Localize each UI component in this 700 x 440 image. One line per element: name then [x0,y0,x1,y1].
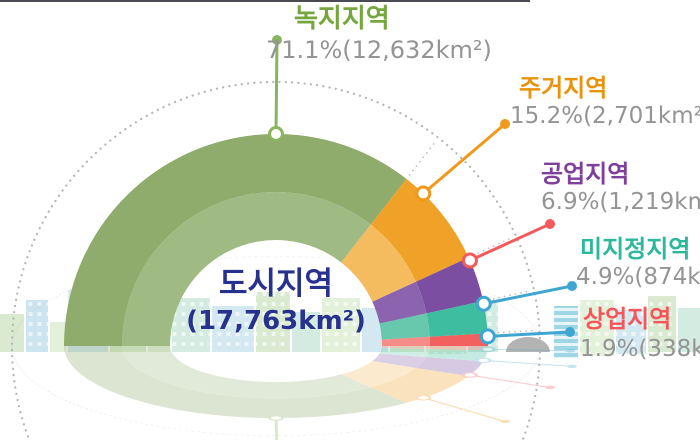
segment-outer-0 [64,134,407,346]
segment-inner-4 [381,346,431,350]
segment-inner-3 [379,348,430,358]
leader-anchor-circle-1 [415,185,432,202]
leader-end-dot-3 [567,281,577,291]
boundary-dotted-line-1 [472,376,514,384]
segment-inner-0 [122,346,371,399]
segment-inner-2 [372,353,427,368]
segment-inner-3 [379,313,430,340]
segment-inner-4 [381,336,431,346]
series-label-1: 주거지역 [519,74,608,102]
leader-anchor-circle-1 [415,395,432,401]
leader-line-4 [486,330,572,338]
leader-anchor-circle-3 [475,295,492,312]
leader-line-2 [468,374,552,388]
leader-end-dot-2 [545,385,555,390]
boundary-dotted-line-3 [491,329,538,334]
leader-anchor-circle-4 [479,328,496,345]
series-value-1: 15.2%(2,701km²) [510,103,700,129]
leader-line-4 [486,348,572,352]
boundary-dotted-line-3 [491,350,538,352]
series-value-3: 4.9%(874km²) [576,264,700,290]
dome-building [506,337,550,352]
leader-end-dot-1 [500,119,510,129]
leader-anchor-circle-2 [461,372,478,378]
center-total-value: (17,763km²) [186,306,366,336]
leader-end-dot-4 [565,349,575,353]
leader-anchor-circle-0 [268,126,284,142]
chart-main-group [10,35,577,440]
series-value-0: 71.1%(12,632km²) [266,36,492,64]
top-border-line [0,0,530,2]
segment-outer-2 [415,357,484,377]
leader-line-0 [274,38,279,136]
leader-anchor-circle-0 [268,415,284,421]
series-label-3: 미지정지역 [580,235,691,263]
segment-outer-4 [429,333,488,346]
center-title: 도시지역 [218,266,334,302]
segment-inner-1 [341,361,416,388]
leader-line-0 [274,417,279,440]
leader-line-2 [468,222,552,262]
series-value-4: 1.9%(338km²) [580,336,700,362]
segment-outer-1 [370,367,469,403]
dotted-guide-circle [10,80,542,440]
leader-line-1 [421,397,507,422]
leader-end-dot-1 [500,419,510,424]
segment-outer-1 [370,178,469,282]
boundary-dotted-line-0 [408,139,438,176]
segment-outer-3 [426,301,488,337]
leader-line-1 [421,122,507,195]
segment-inner-1 [341,224,416,302]
boundary-dotted-line-2 [487,361,532,366]
boundary-dotted-line-0 [408,403,438,417]
segment-outer-2 [415,257,484,314]
leader-line-3 [482,284,574,306]
segment-outer-0 [64,346,407,419]
leader-anchor-circle-2 [461,252,478,269]
leader-end-dot-0 [272,35,282,45]
leader-line-3 [482,359,574,367]
leader-end-dot-4 [565,327,575,337]
series-label-0: 녹지지역 [294,4,390,34]
leader-end-dot-2 [545,219,555,229]
series-label-2: 공업지역 [541,160,630,188]
series-value-2: 6.9%(1,219km²) [541,189,700,215]
segment-outer-4 [429,346,488,351]
segment-inner-0 [122,191,371,346]
boundary-dotted-line-1 [472,236,514,257]
segment-inner-2 [372,281,427,324]
leader-end-dot-3 [567,364,577,369]
segment-outer-3 [426,349,488,362]
series-label-4: 상업지역 [583,305,672,333]
boundary-dotted-line-2 [487,289,532,301]
leader-anchor-circle-3 [475,357,492,364]
leader-anchor-circle-4 [479,346,496,352]
